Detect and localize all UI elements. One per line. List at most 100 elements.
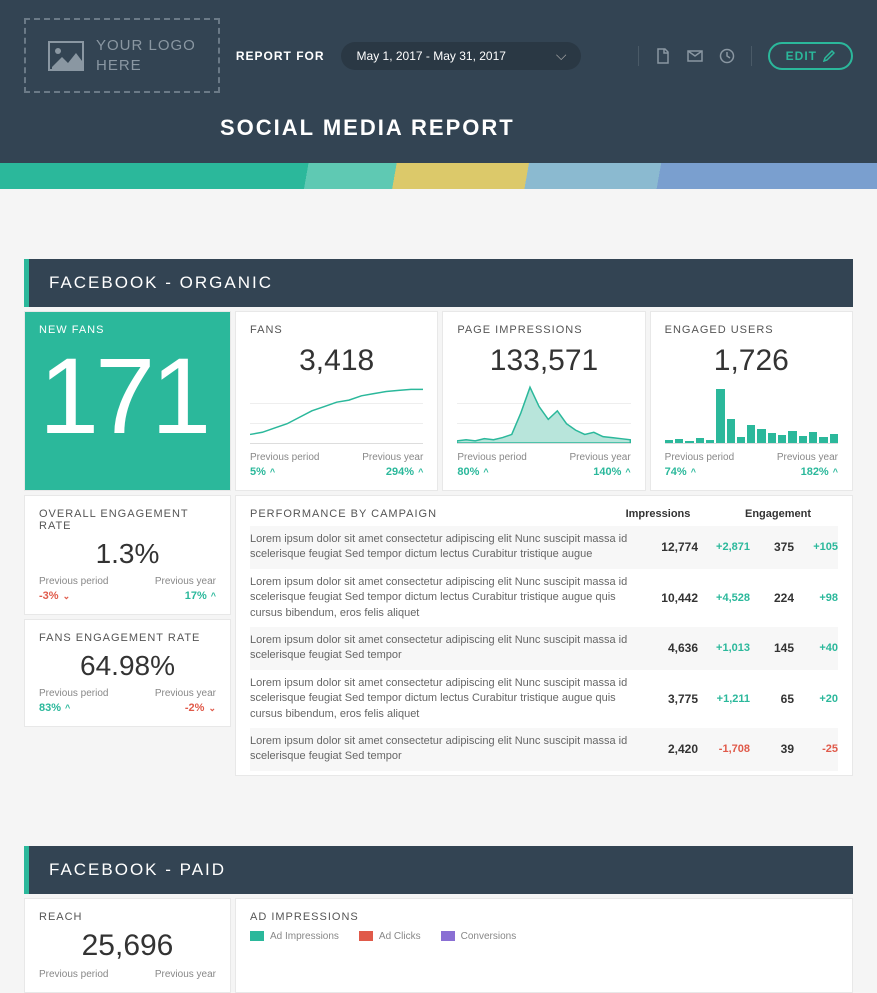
metrics-row: NEW FANS 171 FANS 3,418 Previous period5… [24, 311, 853, 491]
logo-placeholder[interactable]: + YOUR LOGO HERE [24, 18, 220, 93]
reach-card: REACH 25,696 Previous period Previous ye… [24, 898, 231, 993]
legend-swatch-icon [441, 931, 455, 941]
card-label: FANS [250, 324, 423, 336]
overall-engagement-card: OVERALL ENGAGEMENT RATE 1.3% Previous pe… [24, 495, 231, 615]
card-label: ENGAGED USERS [665, 324, 838, 336]
prev-period-value: 5%^ [250, 466, 319, 478]
table-row: Lorem ipsum dolor sit amet consectetur a… [250, 526, 838, 569]
prev-year-label: Previous year [155, 688, 216, 699]
card-label: AD IMPRESSIONS [250, 911, 838, 923]
card-label: OVERALL ENGAGEMENT RATE [39, 508, 216, 532]
legend-item: Ad Clicks [359, 931, 421, 942]
overall-rate-value: 1.3% [39, 538, 216, 570]
divider [638, 46, 639, 66]
impressions-sparkline [457, 384, 630, 444]
card-label: PAGE IMPRESSIONS [457, 324, 630, 336]
table-row: Lorem ipsum dolor sit amet consectetur a… [250, 670, 838, 728]
prev-year-value: -2%⌄ [185, 702, 216, 714]
impressions-delta: -1,708 [698, 743, 750, 755]
chevron-up-icon: ^ [483, 467, 488, 477]
engaged-users-card: ENGAGED USERS 1,726 Previous period74%^ … [650, 311, 853, 491]
prev-period-label: Previous period [39, 969, 108, 980]
chevron-up-icon: ^ [691, 467, 696, 477]
chevron-down-icon: ⌄ [63, 591, 71, 602]
section-title-organic: FACEBOOK - ORGANIC [24, 259, 853, 307]
card-label: FANS ENGAGEMENT RATE [39, 632, 216, 644]
fans-rate-value: 64.98% [39, 650, 216, 682]
prev-period-value: 83%^ [39, 702, 108, 714]
impressions-value: 10,442 [646, 591, 698, 605]
table-row: Lorem ipsum dolor sit amet consectetur a… [250, 569, 838, 627]
impressions-col-header: Impressions [598, 508, 718, 520]
prev-period-label: Previous period [457, 452, 526, 463]
legend-label: Conversions [461, 931, 517, 942]
legend-item: Ad Impressions [250, 931, 339, 942]
fans-card: FANS 3,418 Previous period5%^ Previous y… [235, 311, 438, 491]
campaign-text: Lorem ipsum dolor sit amet consectetur a… [250, 575, 646, 621]
engaged-sparkline [665, 384, 838, 444]
impressions-value: 12,774 [646, 540, 698, 554]
prev-period-label: Previous period [39, 688, 108, 699]
rates-and-performance-row: OVERALL ENGAGEMENT RATE 1.3% Previous pe… [24, 495, 853, 776]
schedule-icon[interactable] [719, 48, 735, 64]
prev-year-value: 140%^ [593, 466, 630, 478]
prev-year-value: 182%^ [801, 466, 838, 478]
logo-text: YOUR LOGO HERE [96, 36, 196, 75]
engagement-value: 224 [750, 591, 794, 605]
prev-period-label: Previous period [39, 576, 108, 587]
legend-swatch-icon [250, 931, 264, 941]
reach-value: 25,696 [39, 929, 216, 963]
paid-row: REACH 25,696 Previous period Previous ye… [24, 898, 853, 993]
chevron-up-icon: ^ [625, 467, 630, 477]
prev-period-label: Previous period [250, 452, 319, 463]
chevron-up-icon: ^ [418, 467, 423, 477]
campaign-text: Lorem ipsum dolor sit amet consectetur a… [250, 734, 646, 765]
impressions-card: PAGE IMPRESSIONS 133,571 Previous period… [442, 311, 645, 491]
engagement-value: 145 [750, 641, 794, 655]
edit-button[interactable]: EDIT [768, 42, 853, 70]
prev-year-value: 17%^ [185, 590, 216, 602]
chevron-down-icon: ⌄ [208, 703, 216, 714]
engaged-value: 1,726 [665, 344, 838, 378]
section-title-paid: FACEBOOK - PAID [24, 846, 853, 894]
engagement-delta: +105 [794, 541, 838, 553]
prev-period-value: -3%⌄ [39, 590, 108, 602]
engagement-delta: +20 [794, 693, 838, 705]
email-icon[interactable] [687, 48, 703, 64]
impressions-value: 133,571 [457, 344, 630, 378]
date-range-select[interactable]: May 1, 2017 - May 31, 2017 [341, 42, 581, 70]
perf-label: PERFORMANCE BY CAMPAIGN [250, 508, 598, 520]
pencil-icon [823, 50, 835, 62]
divider [751, 46, 752, 66]
report-for-label: REPORT FOR [236, 49, 325, 63]
prev-year-label: Previous year [155, 576, 216, 587]
ad-impressions-card: AD IMPRESSIONS Ad Impressions Ad Clicks Co… [235, 898, 853, 993]
prev-period-value: 80%^ [457, 466, 526, 478]
svg-text:+: + [78, 58, 84, 71]
prev-period-label: Previous period [665, 452, 734, 463]
chevron-up-icon: ^ [211, 591, 216, 601]
prev-year-label: Previous year [362, 452, 423, 463]
card-label: REACH [39, 911, 216, 923]
chevron-up-icon: ^ [65, 703, 70, 713]
new-fans-value: 171 [39, 342, 216, 450]
report-title: SOCIAL MEDIA REPORT [0, 93, 877, 163]
prev-period-value: 74%^ [665, 466, 734, 478]
impressions-value: 2,420 [646, 742, 698, 756]
export-icon[interactable] [655, 48, 671, 64]
app-header: + YOUR LOGO HERE REPORT FOR May 1, 2017 … [0, 0, 877, 189]
impressions-delta: +4,528 [698, 592, 750, 604]
table-row: Lorem ipsum dolor sit amet consectetur a… [250, 627, 838, 670]
image-placeholder-icon: + [48, 41, 84, 71]
legend-label: Ad Impressions [270, 931, 339, 942]
fans-engagement-card: FANS ENGAGEMENT RATE 64.98% Previous per… [24, 619, 231, 727]
impressions-value: 3,775 [646, 692, 698, 706]
prev-year-label: Previous year [155, 969, 216, 980]
prev-year-label: Previous year [777, 452, 838, 463]
table-row: Lorem ipsum dolor sit amet consectetur a… [250, 728, 838, 771]
chevron-up-icon: ^ [270, 467, 275, 477]
legend-label: Ad Clicks [379, 931, 421, 942]
campaign-text: Lorem ipsum dolor sit amet consectetur a… [250, 633, 646, 664]
campaign-text: Lorem ipsum dolor sit amet consectetur a… [250, 676, 646, 722]
ad-legend: Ad Impressions Ad Clicks Conversions [250, 931, 838, 942]
